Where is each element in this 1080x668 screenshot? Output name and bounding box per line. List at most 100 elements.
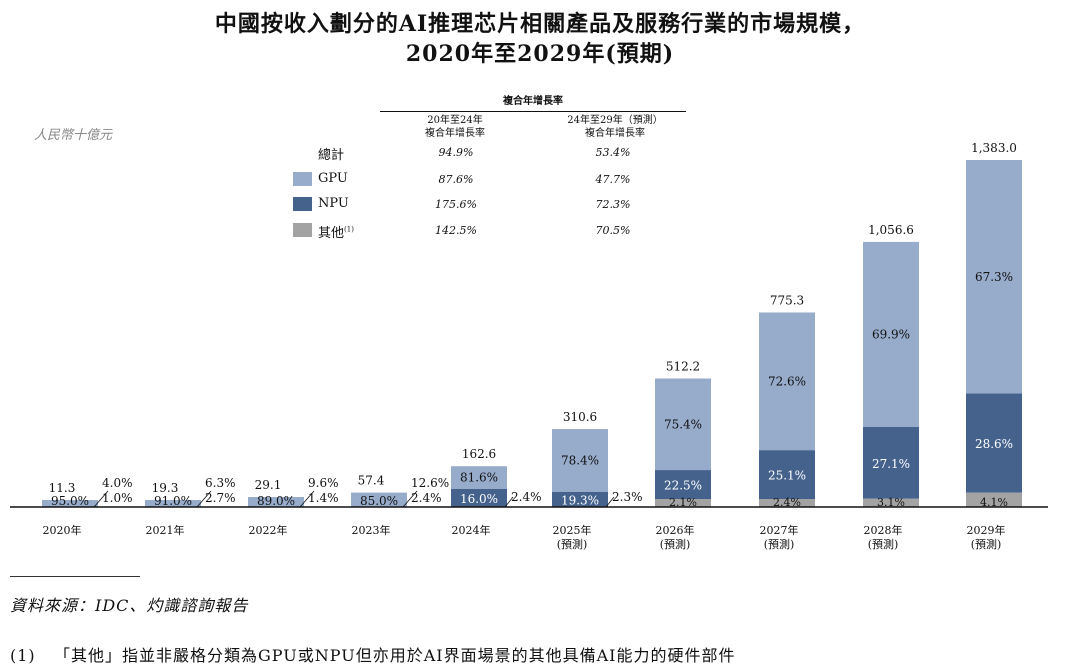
bar-gpu-4 bbox=[451, 466, 507, 489]
bar-npu-8 bbox=[863, 426, 919, 499]
cagr-row-npu-v2: 72.3% bbox=[595, 198, 631, 211]
label-total-2: 29.1 bbox=[255, 478, 282, 492]
label-npu-5: 19.3% bbox=[561, 493, 599, 507]
bar-npu-4 bbox=[451, 489, 507, 507]
category-label-3: 2023年 bbox=[352, 523, 391, 537]
label-total-1: 19.3 bbox=[152, 481, 179, 495]
category-label-0: 2020年 bbox=[43, 523, 82, 537]
label-npu-4: 16.0% bbox=[460, 492, 498, 506]
label-npu-9: 28.6% bbox=[975, 437, 1013, 451]
label-npu-7: 25.1% bbox=[768, 469, 806, 483]
bar-other-9 bbox=[966, 492, 1022, 507]
bar-other-7 bbox=[759, 499, 815, 507]
cagr-row-npu-v1: 175.6% bbox=[435, 198, 477, 211]
label-gpu-0: 95.0% bbox=[51, 494, 89, 508]
label-gpu-5: 78.4% bbox=[561, 454, 599, 468]
label-other-8: 3.1% bbox=[877, 496, 905, 509]
bar-gpu-7 bbox=[759, 312, 815, 451]
chart-title-line1: 中國按收入劃分的AI推理芯片相關產品及服務行業的市場規模， bbox=[214, 11, 866, 37]
label-gpu-6: 75.4% bbox=[664, 417, 702, 431]
label-npu-8: 27.1% bbox=[872, 457, 910, 471]
label-other-9: 4.1% bbox=[980, 496, 1008, 509]
label-gpu-4: 81.6% bbox=[460, 471, 498, 485]
category-sublabel-7: (預測) bbox=[764, 537, 795, 551]
label-total-9: 1,383.0 bbox=[971, 141, 1017, 155]
leader-line-1 bbox=[196, 490, 212, 508]
cagr-row-total-v1: 94.9% bbox=[438, 146, 474, 159]
label-gpu-7: 72.6% bbox=[768, 374, 806, 388]
cagr-row-total-v2: 53.4% bbox=[595, 146, 631, 159]
bar-gpu-8 bbox=[863, 241, 919, 427]
cagr-col2-line2: 複合年增長率 bbox=[585, 128, 645, 139]
label-other-3: 2.4% bbox=[411, 491, 442, 505]
category-sublabel-5: (預測) bbox=[557, 537, 588, 551]
label-other-0: 1.0% bbox=[102, 491, 133, 505]
bar-gpu-6 bbox=[655, 378, 711, 471]
label-other-5: 2.3% bbox=[612, 490, 643, 504]
cagr-row-gpu-v1: 87.6% bbox=[438, 173, 474, 186]
category-label-6: 2026年 bbox=[656, 523, 695, 537]
cagr-col1-line1: 20年至24年 bbox=[427, 115, 483, 126]
footnote: (1) 「其他」指並非嚴格分類為GPU或NPU但亦用於AI界面場景的其他具備AI能… bbox=[10, 642, 735, 666]
cagr-row-other-label: 其他(1) bbox=[318, 222, 354, 241]
category-label-8: 2028年 bbox=[864, 523, 903, 537]
label-total-7: 775.3 bbox=[770, 293, 804, 307]
bar-other-8 bbox=[863, 498, 919, 507]
chart-title-line2: 2020年至2029年(預期) bbox=[405, 41, 675, 67]
cagr-col2-header: 24年至29年（預測） 複合年增長率 bbox=[540, 114, 690, 140]
label-gpu-3: 85.0% bbox=[360, 494, 398, 508]
cagr-col1-line2: 複合年增長率 bbox=[425, 128, 485, 139]
unit-label: 人民幣十億元 bbox=[34, 128, 113, 143]
label-npu-6: 22.5% bbox=[664, 479, 702, 493]
other-legend-swatch bbox=[293, 223, 312, 237]
label-total-6: 512.2 bbox=[666, 359, 700, 373]
cagr-row-other-v2: 70.5% bbox=[595, 224, 631, 237]
cagr-col1-header: 20年至24年 複合年增長率 bbox=[400, 114, 510, 140]
category-label-4: 2024年 bbox=[452, 523, 491, 537]
bar-gpu-9 bbox=[966, 160, 1022, 394]
label-gpu-9: 67.3% bbox=[975, 270, 1013, 284]
category-label-1: 2021年 bbox=[146, 523, 185, 537]
bar-other-6 bbox=[655, 499, 711, 507]
bar-gpu-0 bbox=[42, 500, 98, 507]
cagr-row-gpu-label: GPU bbox=[318, 171, 348, 186]
label-other-1: 2.7% bbox=[205, 491, 236, 505]
category-label-9: 2029年 bbox=[967, 523, 1006, 537]
bar-gpu-3 bbox=[351, 492, 407, 507]
label-total-5: 310.6 bbox=[563, 410, 597, 424]
label-npu-0: 4.0% bbox=[102, 476, 133, 490]
leader-line-5 bbox=[605, 496, 615, 508]
category-sublabel-6: (預測) bbox=[660, 537, 691, 551]
label-gpu-8: 69.9% bbox=[872, 327, 910, 341]
cagr-row-other-sup: (1) bbox=[344, 225, 354, 234]
leader-line-0 bbox=[93, 490, 109, 508]
bar-npu-6 bbox=[655, 470, 711, 499]
label-other-4: 2.4% bbox=[511, 490, 542, 504]
bar-npu-5 bbox=[552, 491, 608, 507]
bar-npu-7 bbox=[759, 450, 815, 499]
label-other-7: 2.4% bbox=[773, 496, 801, 509]
footnote-number: (1) bbox=[10, 646, 36, 665]
bar-gpu-2 bbox=[248, 497, 304, 507]
label-total-4: 162.6 bbox=[462, 447, 496, 461]
leader-line-3 bbox=[402, 490, 418, 508]
label-npu-2: 9.6% bbox=[308, 476, 339, 490]
category-sublabel-9: (預測) bbox=[971, 537, 1002, 551]
bar-gpu-5 bbox=[552, 429, 608, 492]
category-label-2: 2022年 bbox=[249, 523, 288, 537]
label-gpu-1: 91.0% bbox=[154, 494, 192, 508]
label-other-2: 1.4% bbox=[308, 491, 339, 505]
category-label-7: 2027年 bbox=[760, 523, 799, 537]
cagr-row-npu-label: NPU bbox=[318, 196, 349, 211]
label-total-8: 1,056.6 bbox=[868, 223, 914, 237]
label-total-0: 11.3 bbox=[49, 481, 76, 495]
label-total-3: 57.4 bbox=[358, 474, 385, 488]
cagr-row-gpu-v2: 47.7% bbox=[595, 173, 631, 186]
bar-gpu-1 bbox=[145, 500, 201, 507]
source-text: 資料來源：IDC、灼識諮詢報告 bbox=[10, 596, 249, 615]
label-npu-3: 12.6% bbox=[411, 476, 449, 490]
cagr-row-other-text: 其他 bbox=[318, 226, 345, 241]
label-other-6: 2.1% bbox=[669, 496, 697, 509]
cagr-row-total-label: 總計 bbox=[318, 148, 345, 163]
bar-npu-9 bbox=[966, 393, 1022, 493]
